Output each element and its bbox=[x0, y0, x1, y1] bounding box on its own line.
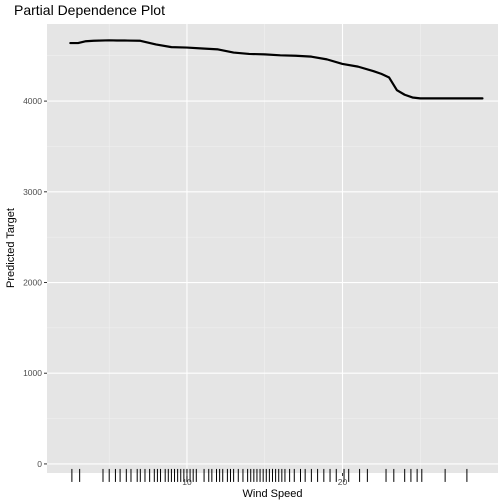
x-axis-ticks: 10 20 bbox=[182, 473, 347, 487]
y-axis-title: Predicted Target bbox=[5, 208, 17, 288]
major-grid bbox=[47, 24, 498, 473]
y-tick-label: 1000 bbox=[23, 368, 42, 378]
y-axis-ticks: 0 1000 2000 3000 4000 bbox=[23, 96, 47, 469]
y-tick-label: 2000 bbox=[23, 278, 42, 288]
partial-dependence-line bbox=[69, 39, 484, 100]
y-tick-label: 3000 bbox=[23, 187, 42, 197]
x-axis-title: Wind Speed bbox=[243, 488, 303, 500]
y-tick-label: 4000 bbox=[23, 96, 42, 106]
x-tick-label: 10 bbox=[182, 477, 192, 487]
y-tick-label: 0 bbox=[37, 459, 42, 469]
x-tick-label: 20 bbox=[338, 477, 348, 487]
chart-title: Partial Dependence Plot bbox=[14, 2, 165, 18]
plot-panel bbox=[47, 24, 498, 473]
rug-marks bbox=[71, 468, 468, 482]
